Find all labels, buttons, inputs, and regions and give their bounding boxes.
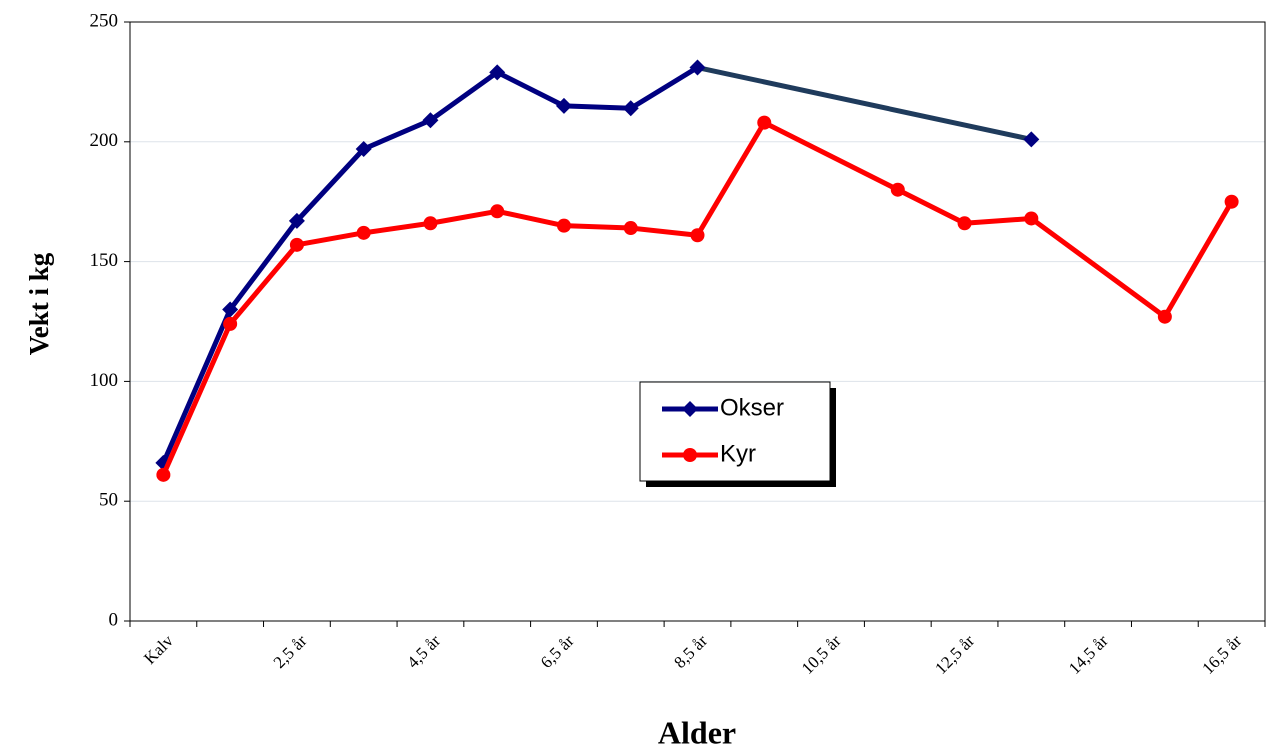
x-tick-label: 6,5 år (537, 631, 578, 672)
point (1024, 211, 1039, 226)
x-tick-label: 16,5 år (1198, 631, 1245, 678)
legend-marker (682, 401, 698, 417)
point (223, 316, 238, 331)
point (423, 216, 438, 231)
point (1157, 309, 1172, 324)
y-tick-label: 200 (90, 130, 119, 151)
point (289, 237, 304, 252)
point (623, 221, 638, 236)
x-tick-label: Kalv (140, 631, 177, 668)
point (1224, 194, 1239, 209)
point (356, 225, 371, 240)
point (890, 182, 905, 197)
series-line (163, 68, 1031, 463)
y-tick-label: 150 (90, 250, 119, 271)
point (622, 100, 639, 117)
plot-frame (129, 21, 1266, 622)
legend-label: Kyr (720, 440, 756, 467)
x-axis-title: Alder (658, 714, 736, 750)
legend (639, 381, 831, 482)
gap-connector (763, 120, 899, 192)
point (689, 59, 706, 76)
point (1023, 131, 1040, 148)
x-tick-label: 12,5 år (931, 631, 978, 678)
y-tick-label: 0 (109, 609, 119, 630)
point (422, 112, 439, 129)
gap-connector (1029, 216, 1167, 319)
x-tick-label: 10,5 år (798, 631, 845, 678)
point (288, 212, 305, 229)
point (556, 218, 571, 233)
y-axis-title: Vekt i kg (24, 252, 54, 355)
y-tick-label: 50 (99, 490, 118, 511)
y-tick-label: 250 (90, 10, 119, 31)
point (222, 301, 239, 318)
y-tick-label: 100 (90, 370, 119, 391)
point (555, 97, 572, 114)
point (489, 64, 506, 81)
x-tick-label: 4,5 år (403, 631, 444, 672)
point (957, 216, 972, 231)
point (490, 204, 505, 219)
x-tick-label: 2,5 år (270, 631, 311, 672)
point (156, 467, 171, 482)
gap-connector (696, 65, 1032, 142)
x-tick-label: 8,5 år (670, 631, 711, 672)
legend-marker (683, 448, 697, 462)
point (355, 140, 372, 157)
x-tick-label: 14,5 år (1065, 631, 1112, 678)
legend-label: Okser (720, 394, 784, 421)
point (757, 115, 772, 130)
point (690, 228, 705, 243)
